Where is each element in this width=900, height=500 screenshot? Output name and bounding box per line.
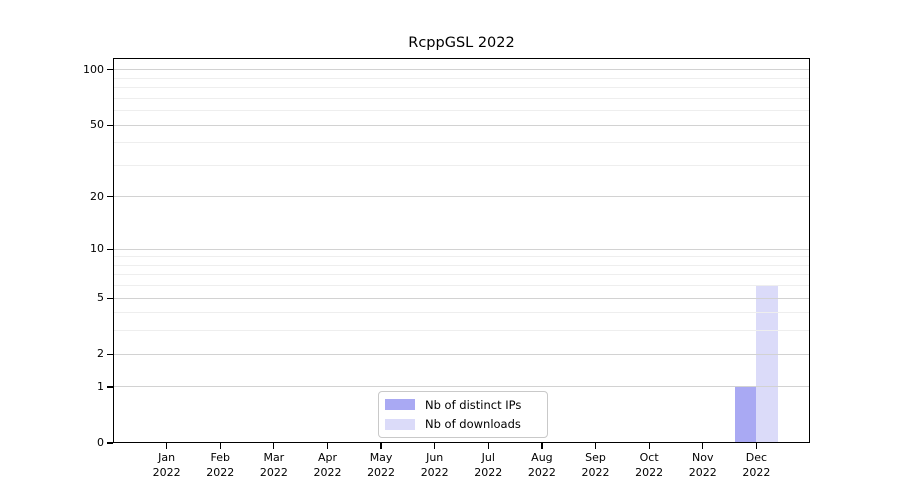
legend-swatch-downloads bbox=[385, 418, 415, 430]
gridline-minor-3 bbox=[114, 330, 809, 332]
y-tick-0 bbox=[107, 442, 113, 444]
y-tick-5 bbox=[107, 297, 113, 299]
x-tick-label-line: Jan bbox=[158, 451, 176, 464]
gridline-minor-6 bbox=[114, 285, 809, 287]
x-tick-label-line: 2022 bbox=[474, 466, 503, 479]
x-tick-label-line: 2022 bbox=[527, 466, 556, 479]
x-tick-label-line: Sep bbox=[585, 451, 606, 464]
x-tick-aug-2022 bbox=[541, 443, 543, 449]
x-tick-label-jan-2022: Jan 2022 bbox=[135, 450, 199, 480]
x-tick-label-sep-2022: Sep 2022 bbox=[564, 450, 628, 480]
x-tick-label-nov-2022: Nov 2022 bbox=[671, 450, 735, 480]
gridline-minor-9 bbox=[114, 256, 809, 258]
y-tick-10 bbox=[107, 248, 113, 250]
y-tick-label-100: 100 bbox=[83, 62, 104, 76]
y-tick-label-1: 1 bbox=[97, 379, 104, 393]
x-tick-label-line: 2022 bbox=[742, 466, 771, 479]
y-tick-label-0: 0 bbox=[97, 436, 104, 449]
y-tick-20 bbox=[107, 196, 113, 198]
x-tick-nov-2022 bbox=[702, 443, 704, 449]
x-tick-jun-2022 bbox=[434, 443, 436, 449]
x-tick-feb-2022 bbox=[219, 443, 221, 449]
x-tick-oct-2022 bbox=[648, 443, 650, 449]
y-tick-label-2: 2 bbox=[97, 347, 104, 361]
x-tick-label-line: 2022 bbox=[367, 466, 396, 479]
x-tick-label-line: 2022 bbox=[206, 466, 235, 479]
gridline-minor-7 bbox=[114, 274, 809, 276]
x-tick-label-jun-2022: Jun 2022 bbox=[403, 450, 467, 480]
x-tick-label-line: Jun bbox=[426, 451, 444, 464]
gridline-minor-90 bbox=[114, 77, 809, 79]
bar-nb-of-downloads-dec-2022 bbox=[756, 285, 778, 443]
y-tick-label-50: 50 bbox=[90, 118, 104, 132]
gridline-minor-40 bbox=[114, 142, 809, 144]
gridline-major-2 bbox=[114, 353, 809, 355]
gridline-major-50 bbox=[114, 124, 809, 126]
y-tick-label-20: 20 bbox=[90, 189, 104, 203]
y-tick-label-10: 10 bbox=[90, 242, 104, 256]
x-tick-label-line: 2022 bbox=[152, 466, 181, 479]
x-tick-jul-2022 bbox=[487, 443, 489, 449]
gridline-minor-8 bbox=[114, 264, 809, 266]
y-tick-1 bbox=[107, 386, 113, 388]
y-tick-100 bbox=[107, 69, 113, 71]
x-tick-label-line: 2022 bbox=[688, 466, 717, 479]
x-tick-label-line: Nov bbox=[692, 451, 714, 464]
x-tick-label-dec-2022: Dec 2022 bbox=[724, 450, 788, 480]
x-tick-label-line: 2022 bbox=[259, 466, 288, 479]
x-tick-mar-2022 bbox=[273, 443, 275, 449]
legend: Nb of distinct IPs Nb of downloads bbox=[378, 391, 548, 438]
gridline-minor-4 bbox=[114, 312, 809, 314]
gridline-major-20 bbox=[114, 196, 809, 198]
gridline-major-100 bbox=[114, 69, 809, 71]
x-tick-label-may-2022: May 2022 bbox=[349, 450, 413, 480]
x-tick-label-line: Apr bbox=[317, 451, 337, 464]
legend-swatch-distinct-ips bbox=[385, 399, 415, 411]
legend-item-downloads: Nb of downloads bbox=[385, 415, 541, 433]
gridline-minor-60 bbox=[114, 110, 809, 112]
x-tick-may-2022 bbox=[380, 443, 382, 449]
plot-border bbox=[113, 58, 810, 443]
x-tick-label-line: Dec bbox=[745, 451, 768, 464]
x-tick-apr-2022 bbox=[326, 443, 329, 449]
x-tick-label-mar-2022: Mar 2022 bbox=[242, 450, 306, 480]
legend-label-distinct-ips: Nb of distinct IPs bbox=[425, 397, 522, 412]
x-tick-label-line: Mar bbox=[263, 451, 285, 464]
x-tick-label-aug-2022: Aug 2022 bbox=[510, 450, 574, 480]
y-tick-label-5: 5 bbox=[97, 291, 104, 305]
gridline-minor-80 bbox=[114, 87, 809, 89]
x-tick-label-line: Jul bbox=[481, 451, 495, 464]
gridline-major-10 bbox=[114, 248, 809, 250]
x-tick-label-line: Oct bbox=[639, 451, 659, 464]
y-tick-2 bbox=[107, 353, 113, 355]
x-tick-label-jul-2022: Jul 2022 bbox=[456, 450, 520, 480]
x-tick-label-line: Aug bbox=[531, 451, 553, 464]
x-tick-label-feb-2022: Feb 2022 bbox=[188, 450, 252, 480]
gridline-major-5 bbox=[114, 297, 809, 299]
x-tick-label-oct-2022: Oct 2022 bbox=[617, 450, 681, 480]
gridline-major-1 bbox=[114, 386, 809, 388]
legend-item-distinct-ips: Nb of distinct IPs bbox=[385, 396, 541, 414]
x-tick-sep-2022 bbox=[594, 443, 597, 449]
x-tick-label-line: 2022 bbox=[420, 466, 449, 479]
legend-label-downloads: Nb of downloads bbox=[425, 417, 521, 432]
gridline-minor-70 bbox=[114, 97, 809, 99]
x-tick-label-line: Feb bbox=[210, 451, 230, 464]
x-tick-dec-2022 bbox=[755, 443, 757, 449]
x-tick-label-line: 2022 bbox=[581, 466, 610, 479]
y-tick-50 bbox=[107, 124, 113, 126]
x-tick-label-apr-2022: Apr 2022 bbox=[295, 450, 359, 480]
x-tick-label-line: May bbox=[369, 451, 393, 464]
bar-nb-of-distinct-ips-dec-2022 bbox=[734, 386, 757, 443]
x-tick-jan-2022 bbox=[166, 443, 168, 449]
chart-title: RcppGSL 2022 bbox=[408, 35, 515, 51]
x-tick-label-line: 2022 bbox=[635, 466, 664, 479]
gridline-minor-30 bbox=[114, 164, 809, 166]
x-tick-label-line: 2022 bbox=[313, 466, 342, 479]
